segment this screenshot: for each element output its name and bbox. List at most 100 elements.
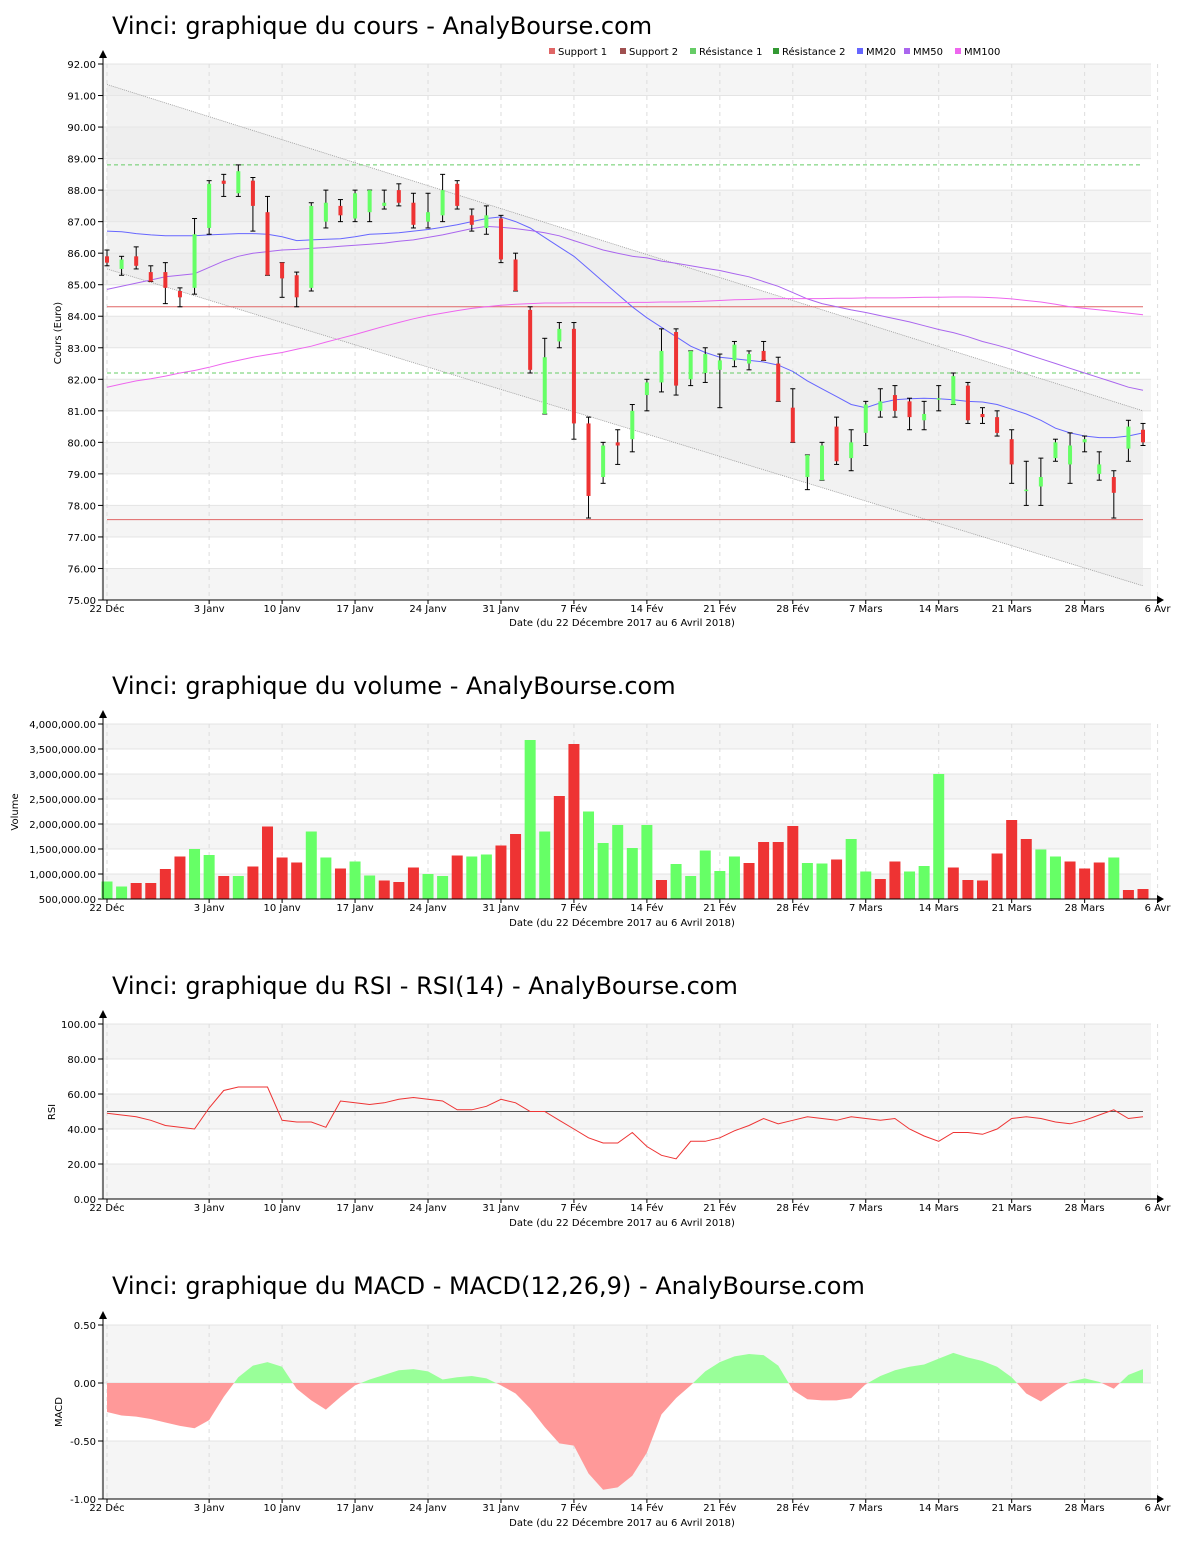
price-x-tick-label: 14 Fév bbox=[630, 603, 663, 615]
price-chart-title: Vinci: graphique du cours - AnalyBourse.… bbox=[112, 12, 652, 40]
candle-body bbox=[309, 205, 314, 288]
volume-bar bbox=[1093, 862, 1105, 899]
macd-x-tick-label: 7 Fév bbox=[561, 1502, 588, 1514]
price-band bbox=[101, 64, 1151, 96]
macd-x-axis-title: Date (du 22 Décembre 2017 au 6 Avril 201… bbox=[509, 1517, 735, 1529]
macd-x-tick-label: 10 Janv bbox=[263, 1503, 300, 1514]
volume-bar bbox=[159, 869, 171, 899]
rsi-x-tick-label: 22 Déc bbox=[89, 1202, 124, 1214]
price-axes bbox=[99, 50, 1164, 604]
volume-bar bbox=[831, 859, 843, 899]
candle-body bbox=[1024, 489, 1029, 492]
rsi-x-axis-title: Date (du 22 Décembre 2017 au 6 Avril 201… bbox=[509, 1217, 735, 1229]
macd-chart: Vinci: graphique du MACD - MACD(12,26,9)… bbox=[54, 1272, 1171, 1529]
volume-bar bbox=[772, 842, 784, 899]
macd-x-tick-label: 17 Janv bbox=[336, 1503, 373, 1514]
macd-negative-area bbox=[107, 1383, 235, 1429]
price-y-tick-label: 84.00 bbox=[67, 312, 96, 323]
macd-negative-area bbox=[292, 1383, 361, 1410]
price-channel-lower bbox=[106, 268, 1144, 587]
candle-body bbox=[207, 183, 212, 228]
volume-bar bbox=[641, 825, 653, 899]
candle-body bbox=[878, 401, 883, 411]
volume-bar bbox=[816, 863, 828, 899]
volume-y-tick-label: 3,000,000.00 bbox=[29, 770, 96, 781]
legend-swatch bbox=[904, 48, 910, 54]
macd-x-tick-label: 21 Fév bbox=[703, 1502, 736, 1514]
macd-x-tick-label: 6 Avr bbox=[1145, 1503, 1172, 1514]
volume-bar bbox=[612, 825, 624, 899]
volume-x-tick-label: 21 Fév bbox=[703, 902, 736, 914]
price-x-tick-label: 17 Janv bbox=[336, 604, 373, 615]
volume-y-tick-label: 4,000,000.00 bbox=[29, 720, 96, 731]
candle-body bbox=[717, 360, 722, 370]
price-chart: Vinci: graphique du cours - AnalyBourse.… bbox=[53, 12, 1171, 629]
volume-band bbox=[101, 724, 1151, 749]
candle-body bbox=[265, 212, 270, 276]
candle-body bbox=[440, 190, 445, 216]
volume-bar bbox=[553, 796, 565, 899]
volume-x-tick-label: 7 Mars bbox=[849, 903, 883, 914]
price-x-tick-label: 28 Fév bbox=[776, 603, 809, 615]
volume-bar bbox=[320, 857, 332, 899]
rsi-x-tick-label: 28 Fév bbox=[776, 1202, 809, 1214]
volume-bar bbox=[203, 855, 215, 899]
rsi-y-tick-label: 20.00 bbox=[67, 1160, 96, 1171]
volume-bar bbox=[976, 880, 988, 899]
price-x-tick-label: 24 Janv bbox=[409, 604, 446, 615]
volume-bar bbox=[291, 862, 303, 899]
candle-body bbox=[1038, 477, 1043, 487]
macd-x-tick-label: 22 Déc bbox=[89, 1502, 124, 1514]
volume-y-tick-label: 500,000.00 bbox=[39, 895, 96, 906]
rsi-x-tick-label: 3 Janv bbox=[194, 1203, 225, 1214]
candle-body bbox=[119, 259, 124, 269]
volume-bar bbox=[174, 856, 186, 899]
rsi-x-tick-label: 24 Janv bbox=[409, 1203, 446, 1214]
volume-band bbox=[101, 824, 1151, 849]
candle-body bbox=[951, 376, 956, 405]
candle-body bbox=[644, 382, 649, 396]
rsi-axes bbox=[99, 1010, 1164, 1203]
volume-x-tick-label: 28 Mars bbox=[1065, 903, 1105, 914]
legend-swatch bbox=[857, 48, 863, 54]
volume-bar bbox=[947, 867, 959, 899]
candle-body bbox=[936, 398, 941, 400]
price-x-tick-label: 7 Mars bbox=[849, 604, 883, 615]
macd-x-tick-label: 21 Mars bbox=[992, 1503, 1032, 1514]
candle-body bbox=[907, 401, 912, 418]
volume-bar bbox=[699, 850, 711, 899]
price-x-axis-title: Date (du 22 Décembre 2017 au 6 Avril 201… bbox=[509, 617, 735, 629]
volume-x-tick-label: 14 Mars bbox=[919, 903, 959, 914]
rsi-band bbox=[101, 1164, 1151, 1199]
price-moving-averages bbox=[106, 216, 1144, 439]
candle-body bbox=[236, 171, 241, 194]
volume-bar bbox=[480, 854, 492, 899]
volume-y-tick-label: 3,500,000.00 bbox=[29, 745, 96, 756]
volume-axes bbox=[99, 710, 1164, 903]
volume-bar bbox=[218, 876, 230, 899]
candle-body bbox=[528, 309, 533, 370]
macd-x-tick-label: 28 Mars bbox=[1065, 1503, 1105, 1514]
candle-body bbox=[353, 193, 358, 219]
rsi-x-tick-labels: 22 Déc 3 Janv 10 Janv 17 Janv 24 Janv 31 Janv… bbox=[89, 1199, 1171, 1214]
volume-bar bbox=[116, 886, 128, 899]
candle-body bbox=[542, 357, 547, 414]
macd-negative-area bbox=[1101, 1383, 1120, 1389]
volume-x-tick-label: 7 Fév bbox=[561, 902, 588, 914]
candle-body bbox=[601, 445, 606, 478]
volume-bar bbox=[466, 856, 478, 899]
candle-body bbox=[819, 445, 824, 481]
volume-x-tick-label: 28 Fév bbox=[776, 902, 809, 914]
rsi-x-tick-label: 7 Mars bbox=[849, 1203, 883, 1214]
price-y-tick-label: 78.00 bbox=[67, 501, 96, 512]
volume-bar bbox=[1137, 889, 1149, 899]
volume-x-tick-label: 3 Janv bbox=[194, 903, 225, 914]
volume-bar bbox=[276, 857, 288, 899]
macd-y-axis-arrow bbox=[99, 1311, 107, 1319]
moving-average-mm20 bbox=[106, 216, 1144, 439]
volume-x-tick-label: 17 Janv bbox=[336, 903, 373, 914]
volume-bar bbox=[860, 871, 872, 899]
rsi-x-tick-label: 21 Mars bbox=[992, 1203, 1032, 1214]
candle-body bbox=[674, 332, 679, 386]
